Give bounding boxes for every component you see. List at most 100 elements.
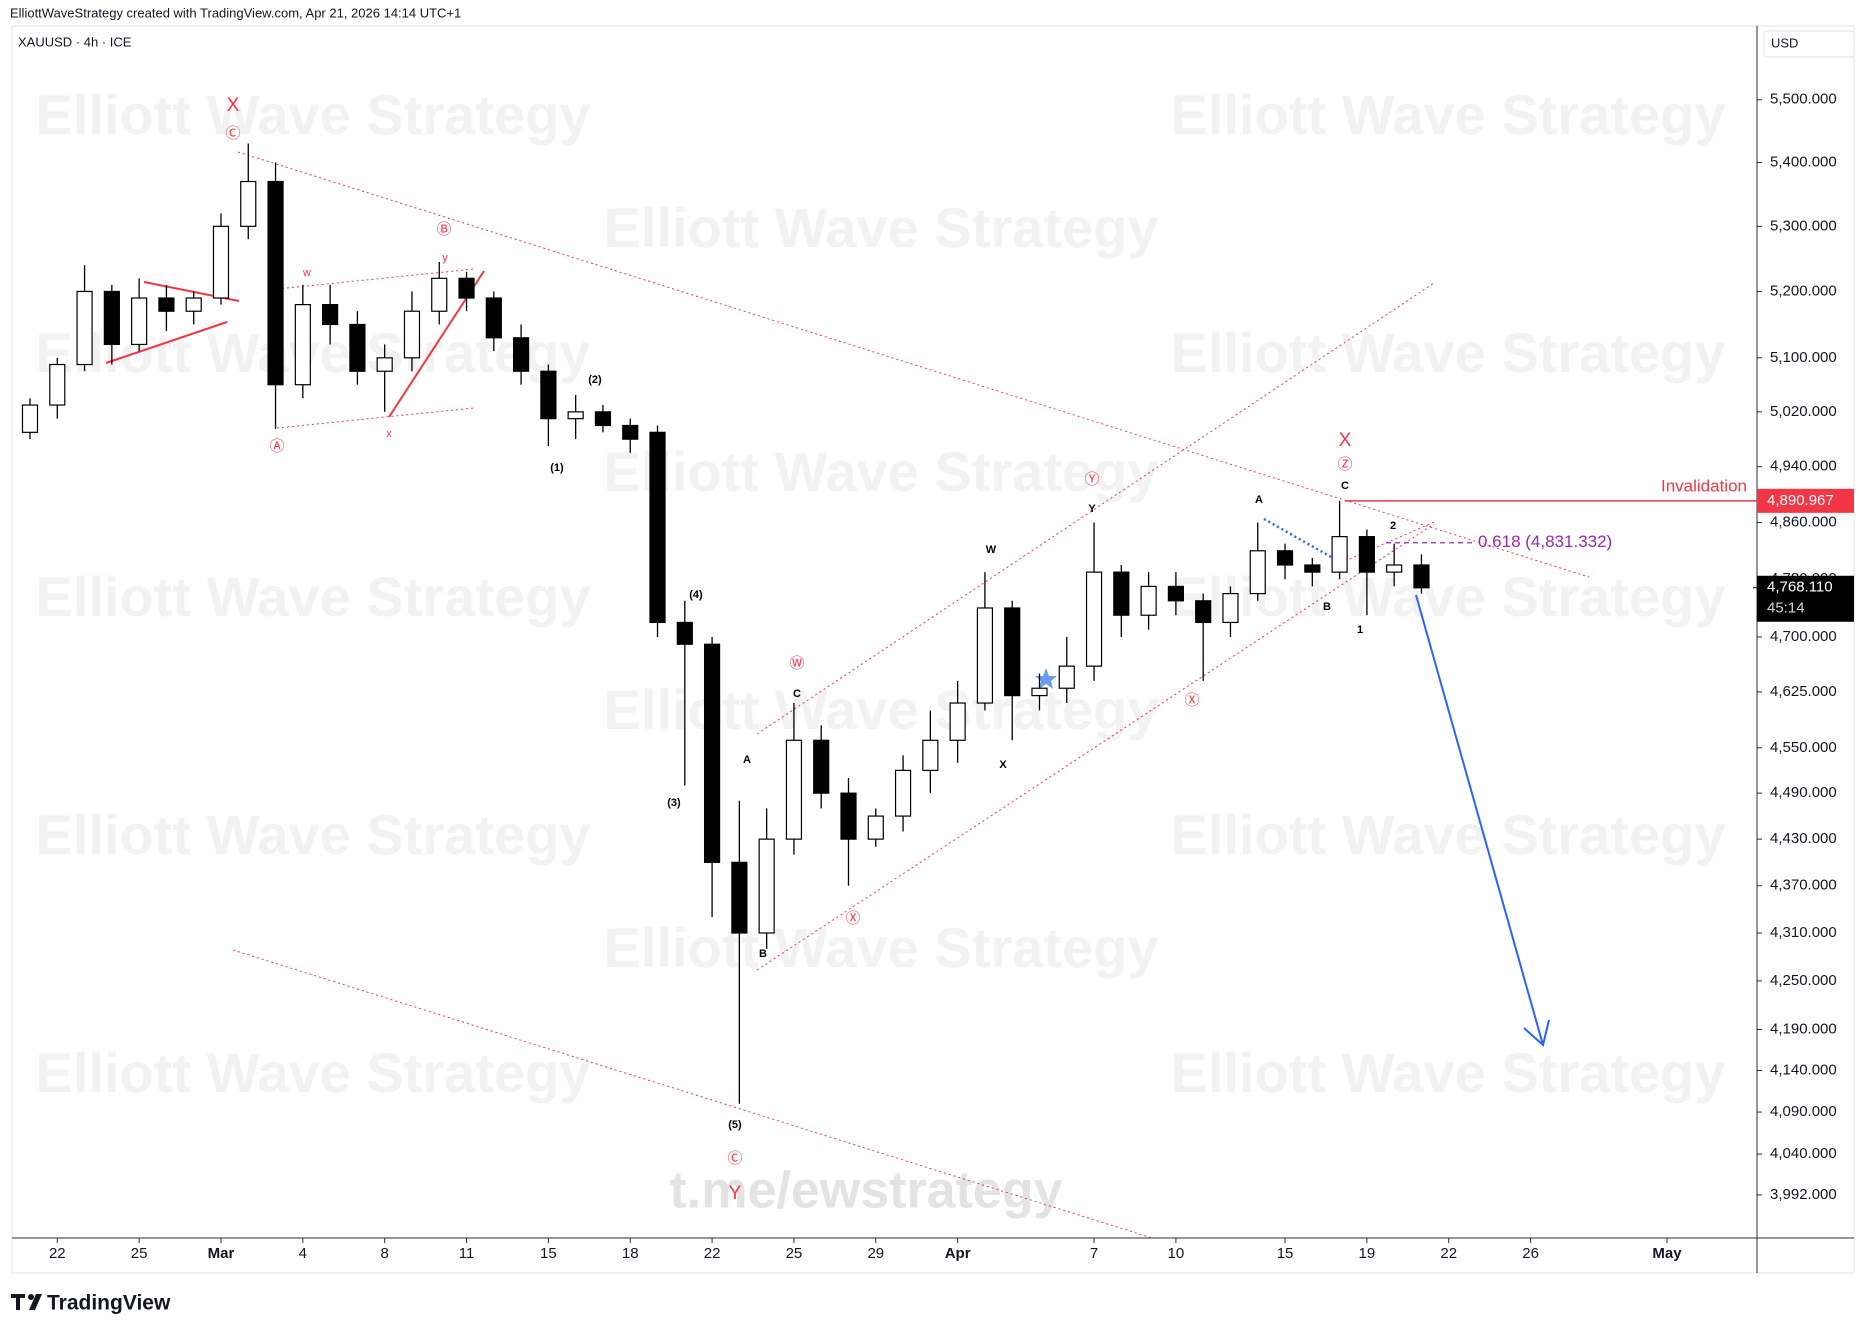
candle-body bbox=[267, 180, 284, 386]
candle-body bbox=[622, 424, 639, 440]
candle-body bbox=[1004, 607, 1021, 697]
watermark: Elliott Wave Strategy bbox=[36, 1041, 591, 1104]
candle-body bbox=[185, 297, 202, 312]
logo-mark bbox=[29, 1294, 42, 1310]
y-tick-label: 4,430.000 bbox=[1770, 830, 1837, 847]
candle-body bbox=[649, 431, 666, 624]
watermark: Elliott Wave Strategy bbox=[1171, 83, 1726, 146]
x-tick-label: 25 bbox=[131, 1245, 148, 1262]
wave-label: w bbox=[302, 267, 311, 279]
y-tick-label: 4,140.000 bbox=[1770, 1061, 1837, 1078]
candle-body bbox=[1195, 600, 1212, 624]
wave-label: W bbox=[986, 544, 997, 556]
candle-body bbox=[76, 290, 93, 366]
x-tick-label: May bbox=[1652, 1245, 1682, 1262]
candle-body bbox=[322, 304, 339, 326]
wave-label: (1) bbox=[550, 462, 564, 474]
candle-body bbox=[1085, 571, 1103, 667]
y-tick-label: 4,860.000 bbox=[1770, 514, 1837, 531]
candle-body bbox=[567, 411, 584, 420]
candle-body bbox=[1386, 564, 1403, 573]
candle-body bbox=[21, 404, 39, 433]
watermark: Elliott Wave Strategy bbox=[36, 565, 591, 628]
logo-mark bbox=[11, 1294, 25, 1310]
projection-arrow bbox=[1415, 594, 1544, 1046]
wave-label: A bbox=[1255, 494, 1263, 506]
candle-body bbox=[1113, 571, 1130, 616]
candle-body bbox=[1249, 550, 1266, 595]
wave-label: Ⓐ bbox=[269, 438, 284, 455]
candle-body bbox=[676, 621, 693, 645]
brand-logo: TradingView bbox=[11, 1292, 171, 1315]
x-tick-label: 15 bbox=[540, 1245, 557, 1262]
triangle-line bbox=[276, 268, 475, 290]
fib-label: 0.618 (4,831.332) bbox=[1478, 532, 1612, 551]
channel-line bbox=[756, 523, 1435, 971]
x-tick-label: 19 bbox=[1359, 1245, 1376, 1262]
candle-body bbox=[1031, 687, 1048, 697]
y-tick-label: 4,310.000 bbox=[1770, 924, 1837, 941]
y-tick-label: 5,300.000 bbox=[1770, 217, 1837, 234]
level-price-tag bbox=[1757, 488, 1854, 513]
wave-label: X bbox=[1339, 430, 1352, 451]
x-tick-label: 22 bbox=[1440, 1245, 1457, 1262]
watermark: Elliott Wave Strategy bbox=[604, 678, 1159, 741]
candle-body bbox=[1140, 585, 1157, 616]
candle-body bbox=[703, 643, 721, 863]
watermark: Elliott Wave Strategy bbox=[1171, 321, 1726, 384]
y-tick-label: 5,400.000 bbox=[1770, 153, 1837, 170]
candle-body bbox=[1058, 665, 1075, 689]
level-name: Invalidation bbox=[1661, 476, 1747, 495]
drawings bbox=[105, 151, 1590, 1239]
y-tick-label: 5,020.000 bbox=[1770, 403, 1837, 420]
last-price-label: 4,768.110 bbox=[1767, 579, 1833, 596]
y-tick-label: 4,090.000 bbox=[1770, 1103, 1837, 1120]
brand-name: TradingView bbox=[47, 1292, 171, 1315]
y-tick-label: 5,200.000 bbox=[1770, 282, 1837, 299]
wave-label: (4) bbox=[689, 589, 703, 601]
candle-body bbox=[949, 702, 966, 741]
wave-label: Y bbox=[1088, 503, 1096, 515]
candle-body bbox=[1413, 564, 1430, 589]
watermark: Elliott Wave Strategy bbox=[1171, 1041, 1726, 1104]
triangle-line bbox=[276, 407, 475, 429]
y-tick-label: 4,625.000 bbox=[1770, 683, 1837, 700]
trend-line bbox=[237, 151, 1590, 578]
candle-body bbox=[922, 739, 939, 772]
wave-labels: X Ⓒ Ⓑ y w x Ⓐ (1) (2) (3) (4) (5) Ⓒ Y A … bbox=[225, 95, 1396, 1204]
candle-body bbox=[1358, 536, 1375, 573]
candle-body bbox=[976, 607, 994, 704]
y-tick-label: 4,940.000 bbox=[1770, 458, 1837, 475]
watermark: Elliott Wave Strategy bbox=[604, 440, 1159, 503]
x-tick-label: Mar bbox=[208, 1245, 235, 1262]
currency[interactable]: USD bbox=[1771, 35, 1798, 50]
x-tick-label: 15 bbox=[1277, 1245, 1294, 1262]
last-price-tag bbox=[1757, 575, 1854, 622]
y-tick-label: 4,550.000 bbox=[1770, 739, 1837, 756]
watermark: Elliott Wave Strategy bbox=[604, 916, 1159, 979]
candle-body bbox=[131, 297, 148, 346]
x-tick-label: 11 bbox=[459, 1245, 475, 1262]
candle-body bbox=[813, 739, 830, 794]
wave-label: (3) bbox=[667, 797, 681, 809]
wave-label: (5) bbox=[728, 1119, 742, 1131]
wave-label: Y bbox=[729, 1183, 742, 1204]
wave-label: Ⓨ bbox=[1084, 471, 1099, 488]
candle-body bbox=[49, 363, 66, 406]
trend-line bbox=[232, 949, 1153, 1239]
wave-label: C bbox=[793, 688, 801, 700]
wave-label: X bbox=[999, 759, 1007, 771]
candle-body bbox=[458, 277, 475, 299]
candle-body bbox=[103, 290, 120, 346]
wave-label: B bbox=[1323, 601, 1331, 613]
x-tick-label: 4 bbox=[299, 1245, 307, 1262]
y-tick-label: 5,500.000 bbox=[1770, 91, 1837, 108]
wave-label: C bbox=[1341, 480, 1349, 492]
x-tick-label: 26 bbox=[1522, 1245, 1539, 1262]
currency-box[interactable] bbox=[1763, 30, 1855, 58]
channel-line bbox=[756, 282, 1435, 735]
plot bbox=[21, 143, 1430, 1104]
x-tick-label: 7 bbox=[1090, 1245, 1098, 1262]
